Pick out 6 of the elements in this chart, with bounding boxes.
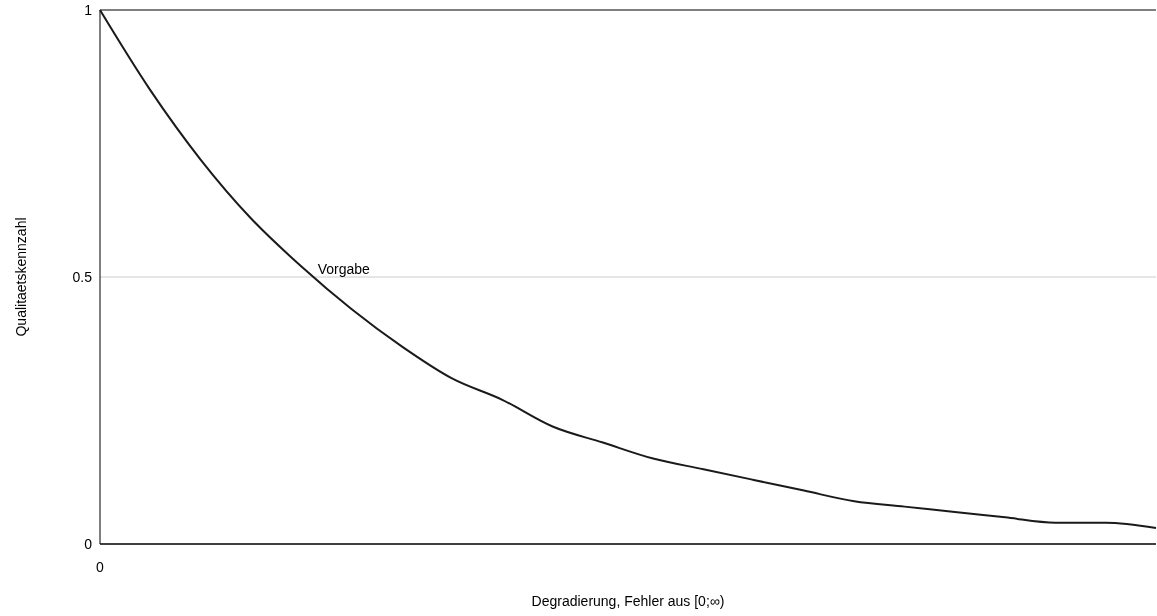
y-tick-label: 1	[84, 1, 93, 18]
annotation: Vorgabe	[317, 261, 371, 277]
x-axis-title: Degradierung, Fehler aus [0;∞)	[531, 593, 725, 609]
y-axis-title: Qualitaetskennzahl	[13, 217, 29, 337]
category-label: 0	[96, 559, 104, 575]
y-tick-label: 0.5	[72, 268, 93, 285]
